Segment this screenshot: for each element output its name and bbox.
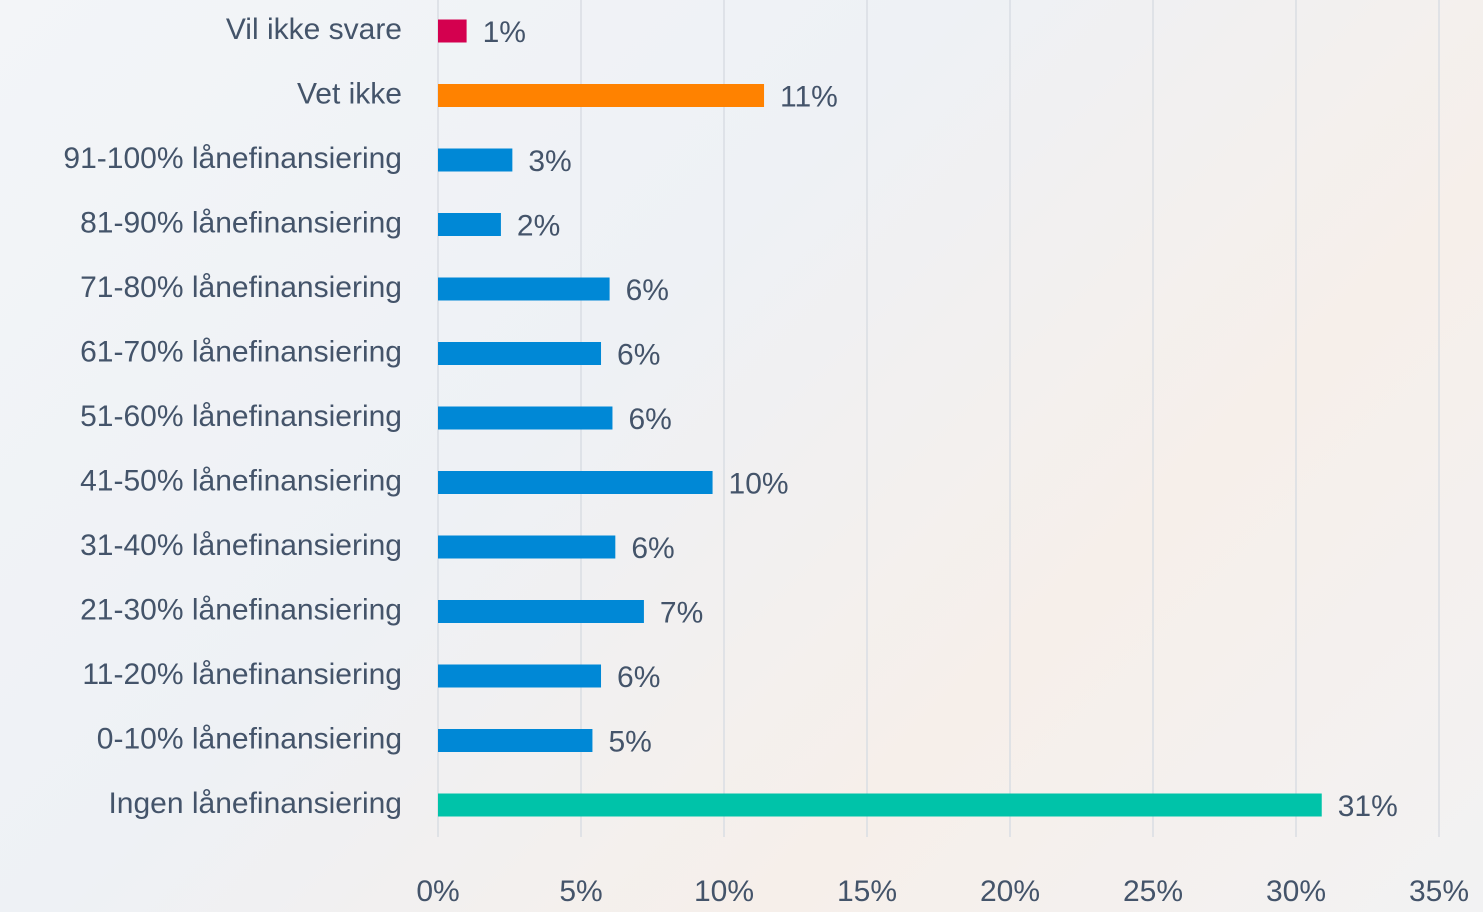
y-tick-label: 51-60% lånefinansiering <box>80 400 402 433</box>
value-label: 7% <box>660 596 703 629</box>
value-label: 31% <box>1338 790 1398 823</box>
x-tick-label: 15% <box>837 875 897 908</box>
bar <box>438 84 765 107</box>
bar <box>438 406 613 430</box>
value-label: 10% <box>729 467 789 500</box>
value-label: 1% <box>483 16 526 49</box>
y-tick-label: 81-90% lånefinansiering <box>80 206 402 239</box>
y-tick-label: 21-30% lånefinansiering <box>80 593 402 626</box>
y-tick-label: 61-70% lånefinansiering <box>80 335 402 368</box>
value-label: 6% <box>628 403 671 436</box>
y-tick-label: 11-20% lånefinansiering <box>82 658 402 691</box>
bar <box>438 535 616 559</box>
value-label: 2% <box>517 209 560 242</box>
value-label: 6% <box>617 661 660 694</box>
y-tick-label: Vet ikke <box>297 77 402 110</box>
value-label: 3% <box>528 145 571 178</box>
bar <box>438 471 713 494</box>
x-tick-label: 25% <box>1123 875 1183 908</box>
bar <box>438 600 644 623</box>
bar <box>438 277 610 301</box>
bar <box>438 213 501 236</box>
x-tick-label: 5% <box>559 875 602 908</box>
y-tick-label: 71-80% lånefinansiering <box>80 271 402 304</box>
value-label: 6% <box>617 338 660 371</box>
value-label: 5% <box>608 725 651 758</box>
bar <box>438 19 467 43</box>
x-tick-label: 20% <box>980 875 1040 908</box>
y-tick-label: 31-40% lånefinansiering <box>80 529 402 562</box>
x-tick-label: 0% <box>416 875 459 908</box>
value-label: 11% <box>780 80 838 113</box>
y-tick-label: 41-50% lånefinansiering <box>80 464 402 497</box>
bar <box>438 148 513 172</box>
x-tick-label: 10% <box>694 875 754 908</box>
bar <box>438 664 602 688</box>
y-tick-label: 91-100% lånefinansiering <box>63 142 402 175</box>
bar <box>438 793 1322 817</box>
y-tick-label: 0-10% lånefinansiering <box>97 722 402 755</box>
value-label: 6% <box>626 274 669 307</box>
bar <box>438 342 602 365</box>
x-tick-label: 30% <box>1266 875 1326 908</box>
y-tick-label: Vil ikke svare <box>226 13 402 46</box>
x-tick-label: 35% <box>1409 875 1469 908</box>
value-label: 6% <box>631 532 674 565</box>
y-tick-label: Ingen lånefinansiering <box>108 787 402 820</box>
bar <box>438 729 593 752</box>
